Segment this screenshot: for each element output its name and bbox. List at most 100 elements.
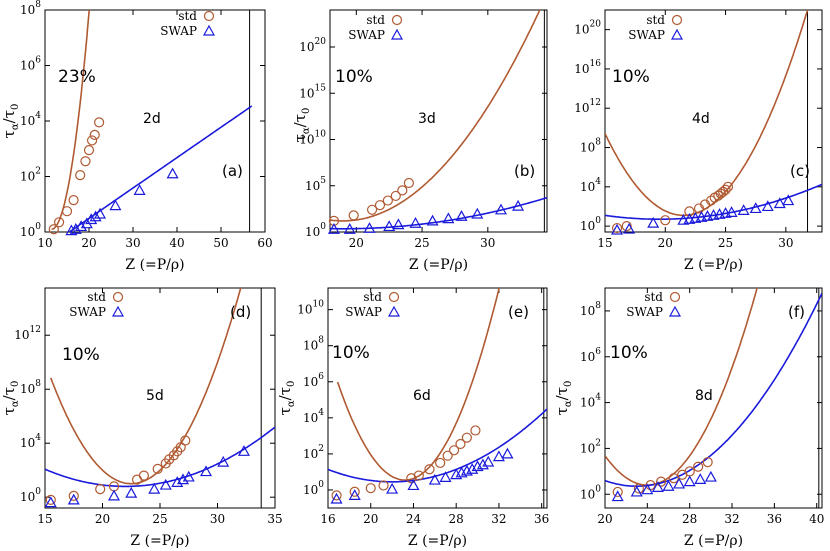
x-axis-label: Z (=P/ρ) — [684, 257, 743, 273]
data-point-swap — [749, 202, 762, 214]
data-point-swap — [651, 481, 664, 492]
data-point-std — [621, 221, 632, 232]
data-point-swap — [428, 473, 441, 485]
data-point-swap — [348, 489, 361, 500]
data-point-swap — [455, 210, 468, 221]
panel-tag: (a) — [222, 162, 243, 180]
fit-curve-swap — [328, 407, 547, 483]
x-axis-label: Z (=P/ρ) — [408, 533, 467, 549]
data-point-std — [633, 483, 644, 494]
y-tick-label: 100 — [580, 216, 601, 233]
y-tick-label: 100 — [305, 222, 326, 239]
x-axis-label: Z (=P/ρ) — [125, 257, 184, 273]
data-point-swap — [330, 492, 343, 504]
data-point-std — [366, 204, 378, 215]
data-point-swap — [623, 222, 636, 234]
data-point-std — [89, 129, 100, 140]
data-point-std — [61, 206, 73, 217]
data-point-swap — [482, 455, 495, 467]
y-tick-label: 1020 — [574, 19, 601, 36]
data-point-swap — [93, 207, 107, 219]
data-point-std — [348, 210, 359, 221]
x-tick-label: 30 — [210, 512, 225, 526]
data-point-swap — [694, 473, 707, 484]
fit-curve-swap — [330, 196, 547, 230]
x-tick-label: 20 — [81, 236, 96, 250]
data-point-swap — [683, 475, 696, 487]
legend-label-swap: SWAP — [628, 28, 665, 42]
data-point-swap — [148, 482, 161, 494]
data-point-swap — [512, 199, 525, 211]
x-tick-label: 15 — [597, 236, 612, 250]
data-point-swap — [476, 458, 489, 470]
legend-marker-swap — [670, 28, 684, 40]
fit-curve-std — [605, 288, 758, 486]
data-point-std — [68, 490, 79, 501]
data-point-std — [94, 117, 105, 128]
panel-tag: (c) — [790, 162, 810, 180]
data-point-std — [175, 442, 186, 453]
legend-marker-swap — [111, 305, 125, 317]
x-tick-label: 32 — [724, 512, 739, 526]
y-tick-label: 108 — [20, 379, 41, 396]
data-point-swap — [704, 470, 717, 482]
data-point-swap — [176, 473, 190, 485]
data-point-std — [349, 486, 360, 497]
data-point-swap — [611, 223, 624, 235]
data-point-swap — [386, 482, 399, 494]
data-point-std — [656, 476, 667, 487]
data-point-std — [406, 473, 417, 484]
legend-label-swap: SWAP — [345, 305, 382, 319]
legend-marker-std — [669, 291, 681, 303]
legend-label-swap: SWAP — [69, 305, 106, 319]
data-point-std — [48, 224, 59, 235]
x-tick-label: 20 — [349, 236, 364, 250]
legend-marker-std — [671, 14, 683, 26]
percent-label: 10% — [610, 343, 648, 363]
data-point-swap — [65, 224, 78, 236]
data-point-swap — [630, 485, 643, 497]
data-point-std — [612, 486, 623, 498]
dimension-label: 4d — [692, 111, 710, 127]
data-point-std — [413, 470, 424, 481]
fit-curve-swap — [605, 292, 822, 487]
data-point-swap — [641, 483, 654, 495]
data-point-std — [660, 215, 671, 226]
data-point-swap — [383, 220, 396, 232]
plot-frame — [604, 287, 823, 509]
data-point-std — [705, 195, 717, 206]
y-tick-label: 106 — [580, 346, 601, 363]
fit-curve-std — [336, 288, 500, 481]
legend-label-swap: SWAP — [348, 28, 385, 42]
legend-label-std: std — [87, 290, 106, 304]
data-point-swap — [67, 493, 80, 505]
fit-curve-swap — [69, 105, 253, 232]
data-point-std — [684, 206, 695, 217]
data-point-std — [138, 470, 149, 481]
percent-label: 10% — [62, 345, 100, 365]
legend-marker-std — [203, 10, 215, 22]
dimension-label: 2d — [143, 111, 161, 127]
panel-tag: (b) — [514, 162, 535, 180]
y-tick-label: 1015 — [299, 83, 326, 100]
y-tick-label: 100 — [303, 479, 324, 496]
dimension-label: 8d — [695, 388, 713, 404]
data-point-swap — [773, 197, 786, 209]
data-point-swap — [407, 479, 420, 491]
y-axis-label: τα/τ0 — [291, 108, 312, 143]
x-tick-label: 20 — [597, 512, 612, 526]
x-axis-label: Z (=P/ρ) — [409, 257, 468, 273]
data-point-swap — [761, 200, 774, 212]
x-tick-label: 30 — [480, 236, 495, 250]
data-point-swap — [725, 206, 738, 217]
panel-tag: (f) — [788, 303, 805, 321]
data-point-std — [461, 432, 472, 443]
x-tick-label: 24 — [640, 512, 656, 526]
data-point-std — [86, 135, 98, 146]
data-point-std — [611, 222, 623, 234]
data-point-swap — [85, 213, 98, 225]
data-point-swap — [673, 477, 686, 489]
x-tick-label: 28 — [449, 512, 464, 526]
data-point-swap — [217, 455, 230, 467]
data-point-swap — [409, 216, 422, 228]
